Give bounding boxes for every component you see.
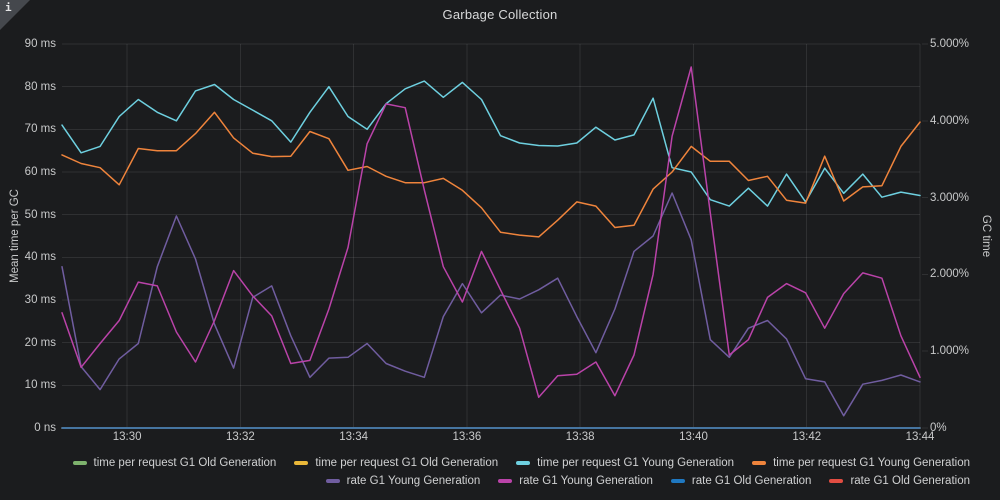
- legend-item[interactable]: time per request G1 Young Generation: [752, 455, 970, 470]
- legend-item[interactable]: time per request G1 Old Generation: [72, 455, 277, 470]
- legend-label: rate G1 Old Generation: [691, 474, 812, 487]
- x-axis-tick: 13:40: [679, 431, 708, 443]
- left-axis-tick: 40 ms: [24, 251, 56, 264]
- left-axis-tick: 20 ms: [24, 336, 56, 349]
- left-axis-tick: 50 ms: [24, 208, 56, 221]
- legend: time per request G1 Old Generation time …: [10, 455, 970, 488]
- right-axis-tick: 3.000%: [930, 191, 970, 204]
- legend-swatch: [325, 478, 340, 483]
- left-axis-tick: 0 ns: [34, 422, 56, 434]
- legend-swatch: [752, 460, 767, 465]
- left-axis-tick: 80 ms: [24, 80, 56, 93]
- right-axis-tick: 0%: [930, 422, 947, 434]
- panel-title[interactable]: Garbage Collection: [442, 7, 558, 22]
- legend-swatch: [516, 460, 531, 465]
- left-axis-tick: 70 ms: [24, 123, 56, 136]
- legend-item[interactable]: rate G1 Young Generation: [325, 473, 481, 488]
- series-line: [61, 111, 921, 238]
- x-axis-tick: 13:32: [226, 431, 255, 443]
- series-line: [61, 66, 921, 399]
- legend-swatch: [670, 478, 685, 483]
- legend-item[interactable]: rate G1 Old Generation: [829, 473, 970, 488]
- left-axis-tick: 10 ms: [24, 379, 56, 392]
- right-axis-label: GC time: [980, 214, 992, 258]
- legend-swatch: [829, 478, 844, 483]
- x-axis-tick: 13:36: [452, 431, 482, 443]
- legend-item[interactable]: rate G1 Young Generation: [498, 473, 653, 488]
- legend-item[interactable]: rate G1 Old Generation: [670, 473, 812, 488]
- x-axis-tick: 13:44: [905, 431, 935, 443]
- series-line: [61, 80, 921, 207]
- right-axis-tick: 1.000%: [930, 345, 970, 358]
- legend-label: time per request G1 Old Generation: [315, 456, 499, 469]
- x-axis-tick: 13:42: [792, 431, 822, 443]
- left-axis-tick: 30 ms: [24, 294, 56, 306]
- legend-label: rate G1 Old Generation: [850, 474, 970, 487]
- legend-label: rate G1 Young Generation: [519, 474, 653, 487]
- legend-swatch: [72, 460, 87, 465]
- x-axis-tick: 13:30: [112, 431, 142, 443]
- legend-label: time per request G1 Young Generation: [773, 456, 970, 469]
- legend-swatch: [498, 478, 513, 483]
- legend-item[interactable]: time per request G1 Old Generation: [294, 455, 498, 470]
- legend-swatch: [294, 460, 309, 465]
- chart-plot-area[interactable]: [0, 0, 1000, 450]
- left-axis-tick: 90 ms: [24, 38, 56, 50]
- left-axis-label: Mean time per GC: [9, 189, 21, 283]
- series-line: [61, 192, 921, 417]
- x-axis-tick: 13:38: [565, 431, 595, 443]
- info-icon: i: [5, 1, 12, 14]
- legend-item[interactable]: time per request G1 Young Generation: [516, 455, 734, 470]
- legend-label: rate G1 Young Generation: [346, 474, 481, 487]
- info-corner[interactable]: i: [0, 0, 30, 30]
- right-axis-tick: 2.000%: [930, 268, 970, 281]
- legend-label: time per request G1 Young Generation: [537, 456, 735, 469]
- x-axis-tick: 13:34: [339, 431, 369, 443]
- legend-label: time per request G1 Old Generation: [93, 456, 277, 469]
- right-axis-tick: 4.000%: [930, 114, 970, 127]
- left-axis-tick: 60 ms: [24, 166, 56, 178]
- right-axis-tick: 5.000%: [930, 38, 970, 50]
